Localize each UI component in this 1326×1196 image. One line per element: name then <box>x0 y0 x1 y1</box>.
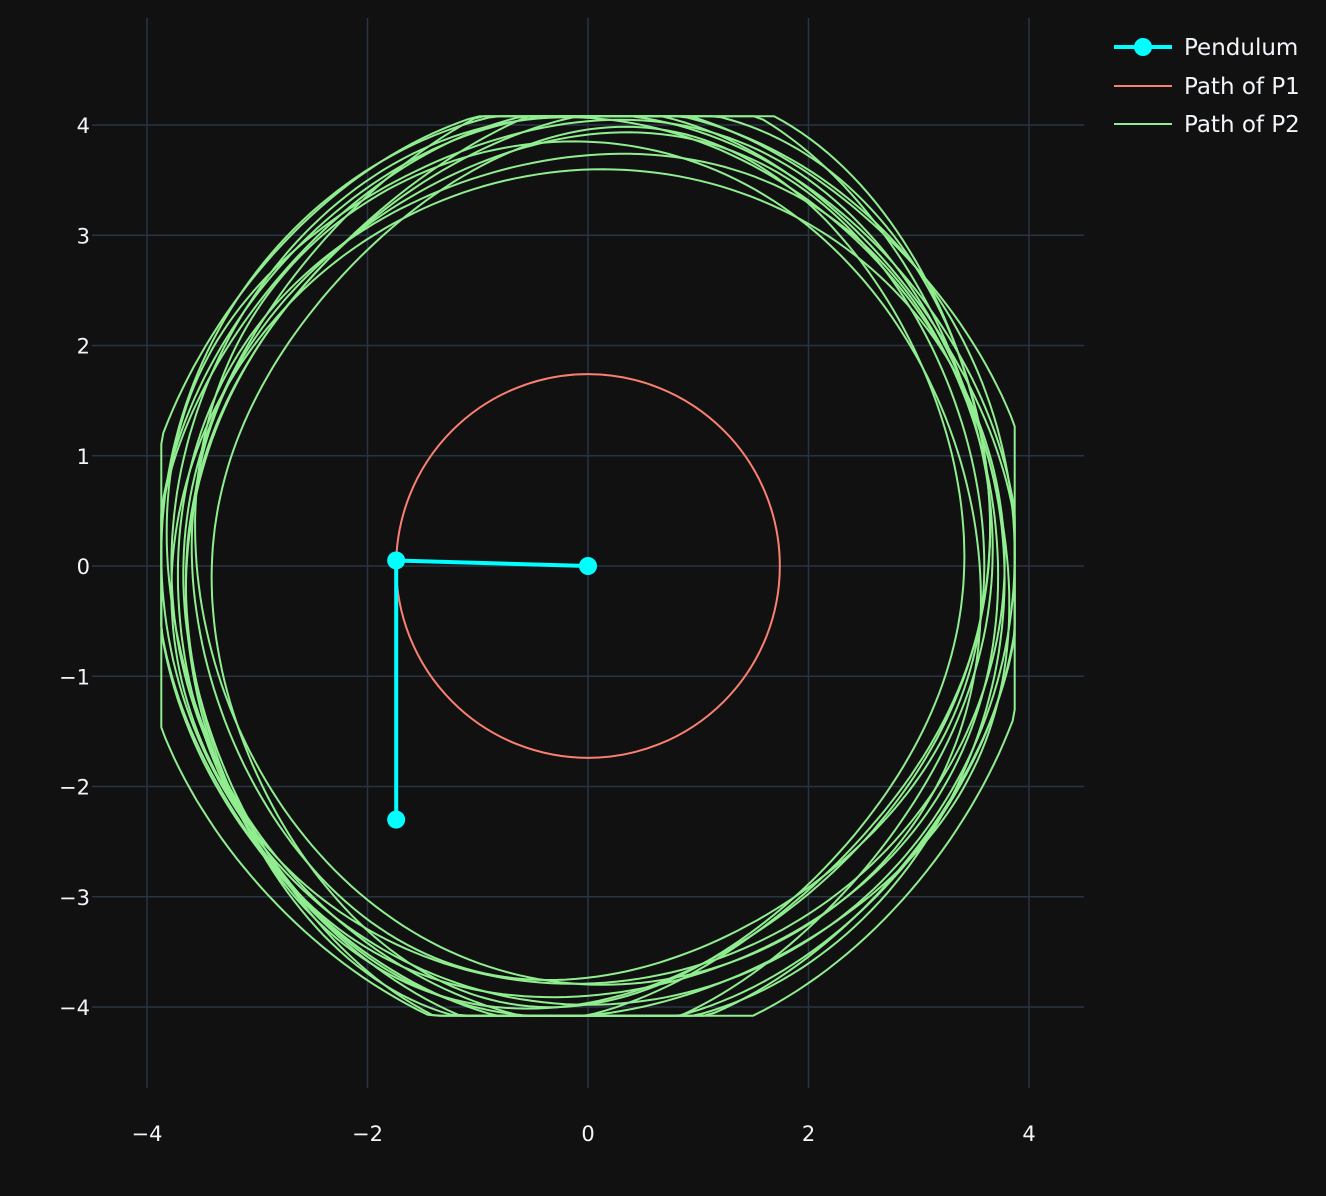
path-of-p2-loop <box>176 152 1000 999</box>
pendulum-point <box>579 557 597 575</box>
pendulum-point <box>387 810 406 829</box>
path-of-p2-loop <box>194 140 982 986</box>
legend-item-pendulum[interactable]: Pendulum <box>1114 35 1298 61</box>
y-tick-label: −2 <box>59 776 90 800</box>
legend-marker-pendulum <box>1134 38 1152 56</box>
legend-item-path-of-p1[interactable]: Path of P1 <box>1114 74 1300 100</box>
y-tick-label: −4 <box>59 996 90 1020</box>
legend-label-path-of-p2: Path of P2 <box>1184 112 1300 138</box>
x-tick-label: 0 <box>581 1122 594 1146</box>
legend-item-path-of-p2[interactable]: Path of P2 <box>1114 112 1300 138</box>
path-of-p2-series <box>160 115 1016 1017</box>
y-tick-label: 0 <box>77 555 90 579</box>
y-tick-label: 4 <box>77 114 90 138</box>
legend-label-pendulum: Pendulum <box>1184 35 1298 61</box>
x-tick-label: −2 <box>352 1122 383 1146</box>
x-tick-label: −4 <box>132 1122 163 1146</box>
x-tick-label: 2 <box>802 1122 815 1146</box>
pendulum-point <box>387 551 406 570</box>
tick-labels: −4 −2 0 2 4 −4 −3 −2 −1 0 1 2 3 4 <box>59 114 1036 1146</box>
legend: Pendulum Path of P1 Path of P2 <box>1114 35 1300 138</box>
y-tick-label: 2 <box>77 335 90 359</box>
legend-label-path-of-p1: Path of P1 <box>1184 74 1300 100</box>
path-of-p2-loop <box>165 118 1011 1017</box>
y-tick-label: −1 <box>59 665 90 689</box>
y-tick-label: 3 <box>77 224 90 248</box>
y-tick-label: 1 <box>77 445 90 469</box>
y-tick-label: −3 <box>59 886 90 910</box>
pendulum-series <box>387 551 597 829</box>
path-of-p2-loop <box>190 131 986 981</box>
path-of-p2-loop <box>170 168 1006 985</box>
x-tick-label: 4 <box>1022 1122 1035 1146</box>
